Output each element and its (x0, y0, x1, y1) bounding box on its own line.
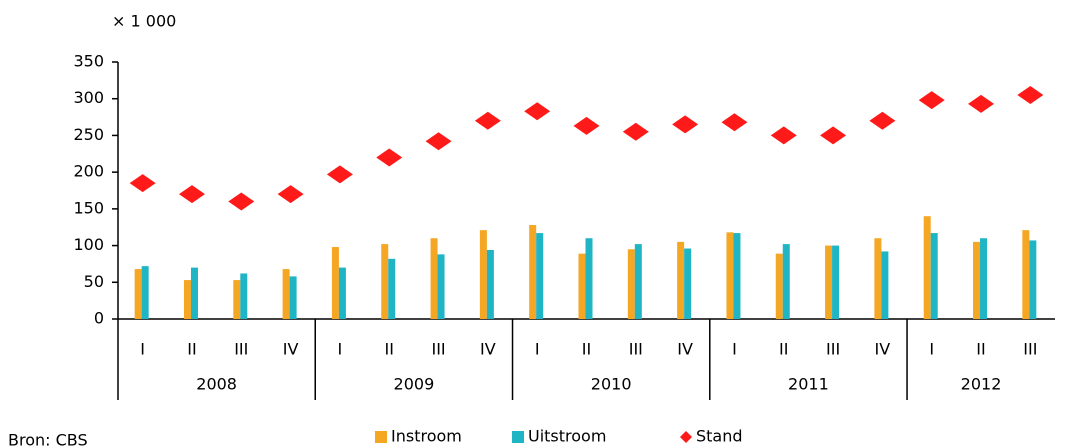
bar (980, 238, 988, 319)
bar (289, 276, 297, 319)
bar (881, 251, 889, 319)
unit-label: × 1 000 (112, 12, 176, 31)
x-tick-label: I (732, 340, 737, 359)
y-tick-label: 350 (73, 52, 104, 71)
bar (282, 269, 290, 319)
marker (918, 91, 945, 110)
x-tick-label: III (1023, 340, 1037, 359)
marker (277, 185, 304, 204)
x-tick-label: II (385, 340, 394, 359)
marker (622, 122, 649, 141)
x-tick-label: I (535, 340, 540, 359)
bar (430, 238, 438, 319)
bar (782, 244, 790, 319)
group-label: 2009 (394, 375, 435, 394)
y-tick-label: 250 (73, 125, 104, 144)
marker (524, 102, 551, 121)
y-tick-label: 200 (73, 162, 104, 181)
y-tick-label: 50 (84, 272, 104, 291)
group-label: 2012 (961, 375, 1002, 394)
bar (134, 269, 142, 319)
marker (326, 165, 353, 184)
legend-label: Instroom (391, 427, 462, 446)
x-tick-label: I (338, 340, 343, 359)
legend-marker (512, 431, 524, 443)
marker (228, 192, 255, 211)
group-label: 2010 (591, 375, 632, 394)
x-tick-label: II (779, 340, 788, 359)
marker (474, 111, 501, 130)
bar (183, 280, 191, 319)
bar (388, 258, 396, 319)
marker (770, 126, 797, 145)
bar (233, 280, 241, 319)
bar (338, 267, 346, 319)
x-tick-label: III (431, 340, 445, 359)
bar (832, 245, 840, 319)
bar (585, 238, 593, 319)
x-tick-label: IV (875, 340, 891, 359)
bar (437, 254, 445, 319)
y-tick-label: 300 (73, 88, 104, 107)
bar (627, 249, 635, 319)
x-tick-label: III (234, 340, 248, 359)
x-tick-label: IV (677, 340, 693, 359)
bar (381, 244, 389, 319)
legend-label: Stand (696, 427, 743, 446)
bar (486, 249, 494, 319)
bar (733, 233, 741, 319)
marker (573, 116, 600, 135)
bar (240, 273, 248, 319)
source: Bron: CBS (8, 431, 88, 448)
group-label: 2008 (196, 375, 237, 394)
marker (129, 174, 156, 193)
bar (923, 216, 931, 319)
y-tick-label: 150 (73, 198, 104, 217)
marker (672, 115, 699, 134)
marker (178, 185, 205, 204)
bar (825, 245, 833, 319)
bar (578, 253, 586, 319)
bar (677, 241, 685, 319)
bar (930, 233, 938, 319)
x-tick-label: IV (283, 340, 299, 359)
bar (1022, 230, 1030, 319)
x-tick-label: II (187, 340, 196, 359)
bar (331, 247, 339, 319)
marker (1017, 86, 1044, 105)
bar (775, 253, 783, 319)
bar (190, 267, 198, 319)
marker (968, 94, 995, 113)
bar (479, 230, 487, 319)
x-tick-label: II (976, 340, 985, 359)
bar (529, 225, 537, 319)
y-tick-label: 100 (73, 235, 104, 254)
bar (536, 233, 544, 319)
x-tick-label: I (140, 340, 145, 359)
marker (376, 148, 403, 167)
group-label: 2011 (788, 375, 829, 394)
x-tick-label: II (582, 340, 591, 359)
marker (869, 111, 896, 130)
bar (141, 266, 149, 319)
legend-marker (680, 431, 692, 443)
x-tick-label: III (629, 340, 643, 359)
marker (425, 132, 452, 151)
marker (721, 113, 748, 132)
bar (973, 241, 981, 319)
legend-marker (375, 431, 387, 443)
x-tick-label: IV (480, 340, 496, 359)
bar (874, 238, 882, 319)
bar (634, 244, 642, 319)
y-tick-label: 0 (94, 309, 104, 328)
bar (684, 248, 692, 319)
x-tick-label: I (929, 340, 934, 359)
x-tick-label: III (826, 340, 840, 359)
marker (820, 126, 847, 145)
bar (1029, 240, 1037, 319)
legend-label: Uitstroom (528, 427, 606, 446)
bar (726, 232, 734, 319)
